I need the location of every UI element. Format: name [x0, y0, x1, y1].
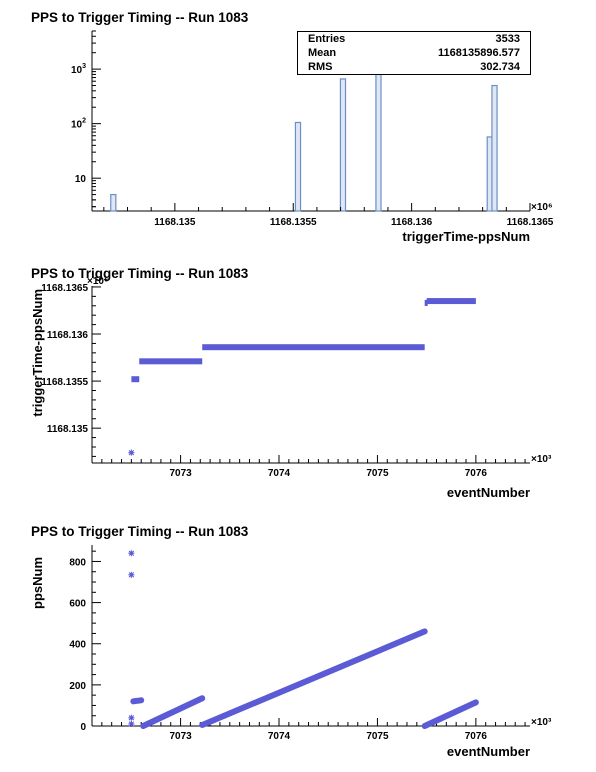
ppsnum-vs-event-chart: 7073 7074 7075 7076 0 200 400 600 800 ×10³ eventNu… [30, 545, 552, 759]
x-tick-label: 7073 [169, 731, 192, 742]
stats-row-rms: RMS 302.734 [298, 60, 530, 74]
x-tick-label: 1168.1365 [507, 217, 554, 228]
histogram-bin [294, 121, 302, 212]
y-tick-label: 0 [80, 722, 86, 733]
data-point-cluster [421, 699, 479, 729]
x-tick-label: 1168.1355 [270, 217, 317, 228]
data-point-cluster [426, 298, 476, 305]
x-axis-title: eventNumber [447, 485, 530, 500]
x-tick-label: 7075 [366, 468, 389, 479]
trigger-vs-event-chart: 7073 7074 7075 7076 1168.135 1168.1355 1168.13… [30, 276, 552, 500]
stats-value: 1168135896.577 [438, 47, 520, 59]
stats-label: RMS [308, 61, 333, 73]
y-multiplier: ×10⁶ [87, 276, 109, 287]
data-point-cluster [139, 358, 203, 365]
stats-box: Entries 3533 Mean 1168135896.577 RMS 302… [297, 31, 531, 75]
data-point-cluster [131, 376, 140, 383]
data-point-cluster [130, 697, 145, 705]
histogram-bin [491, 84, 498, 212]
x-tick-label: 1168.136 [391, 217, 433, 228]
panel-title: PPS to Trigger Timing -- Run 1083 [31, 266, 249, 281]
x-tick-label: 7076 [465, 468, 488, 479]
y-axis-title: triggerTime-ppsNum [30, 289, 45, 417]
x-multiplier: ×10³ [531, 454, 552, 465]
panel-title: PPS to Trigger Timing -- Run 1083 [31, 10, 249, 25]
stats-label: Entries [308, 33, 346, 45]
data-point [128, 449, 135, 456]
histogram-chart: 1168.135 1168.1355 1168.136 1168.1365 10 102 1… [71, 30, 554, 244]
y-tick-label: 400 [69, 640, 86, 651]
trigger-vs-event-panel: PPS to Trigger Timing -- Run 1083 7073 70… [0, 255, 596, 510]
histogram-bin [339, 78, 347, 212]
y-tick-label: 1168.135 [47, 424, 89, 435]
y-tick-label: 10 [75, 174, 87, 185]
x-tick-label: 7076 [465, 731, 488, 742]
x-axis-title: eventNumber [447, 744, 530, 759]
y-tick-label: 800 [69, 557, 86, 568]
x-multiplier: ×10⁶ [531, 202, 553, 213]
histogram-panel: PPS to Trigger Timing -- Run 1083 1168.1… [0, 0, 596, 255]
stats-value: 3533 [495, 33, 520, 45]
x-tick-label: 7074 [268, 468, 291, 479]
data-point-cluster [140, 695, 206, 729]
stats-row-mean: Mean 1168135896.577 [298, 46, 530, 60]
y-tick-label: 1168.1365 [41, 283, 88, 294]
y-tick-label: 200 [69, 681, 86, 692]
stats-label: Mean [308, 47, 337, 59]
y-tick-label: 600 [69, 599, 86, 610]
x-tick-label: 7075 [366, 731, 389, 742]
y-tick-label: 1168.1355 [41, 377, 88, 388]
data-point-cluster [199, 628, 428, 728]
y-axis-title: ppsNum [30, 557, 45, 609]
data-point-cluster [202, 344, 425, 351]
y-tick-label: 1168.136 [47, 330, 89, 341]
data-point [128, 720, 135, 727]
stats-value: 302.734 [480, 61, 520, 73]
y-tick-label: 103 [71, 63, 86, 76]
x-tick-label: 7073 [169, 468, 192, 479]
y-tick-label: 102 [71, 118, 86, 131]
x-tick-label: 1168.135 [154, 217, 196, 228]
x-tick-label: 7074 [268, 731, 291, 742]
ppsnum-vs-event-panel: PPS to Trigger Timing -- Run 1083 7073 70… [0, 510, 596, 772]
panel-title: PPS to Trigger Timing -- Run 1083 [31, 524, 249, 539]
data-point-cluster [424, 299, 428, 306]
data-point [128, 550, 135, 557]
x-multiplier: ×10³ [531, 717, 552, 728]
stats-row-entries: Entries 3533 [298, 32, 530, 46]
histogram-bin [110, 193, 117, 212]
data-point [128, 714, 135, 721]
data-point [128, 571, 135, 578]
x-axis-title: triggerTime-ppsNum [402, 229, 530, 244]
